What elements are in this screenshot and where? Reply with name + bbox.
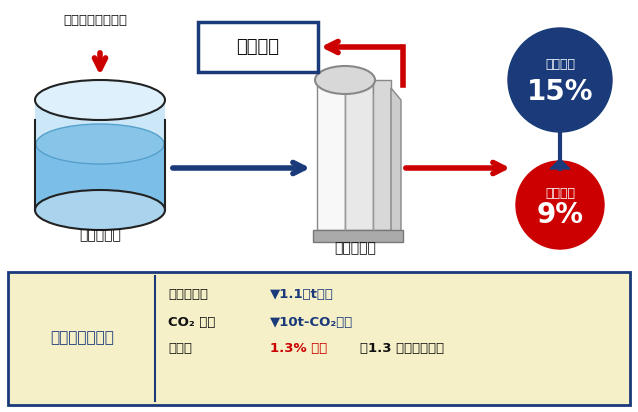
Polygon shape [550, 159, 570, 169]
Bar [373, 80, 391, 230]
Bar [43, 144, 60, 147]
Ellipse shape [315, 66, 375, 94]
Text: CO₂ 削減: CO₂ 削減 [168, 316, 216, 328]
Bar [84, 144, 89, 147]
Ellipse shape [508, 28, 612, 132]
Text: ブロー率: ブロー率 [545, 58, 575, 70]
Bar [51, 144, 66, 147]
Bar [92, 144, 94, 147]
Text: 15%: 15% [527, 78, 593, 106]
Text: 給水加温（證気）: 給水加温（證気） [63, 14, 127, 26]
Text: お客様メリット: お客様メリット [50, 330, 114, 346]
Bar [36, 144, 164, 210]
Polygon shape [391, 88, 401, 238]
Bar [317, 80, 345, 230]
Ellipse shape [35, 80, 165, 120]
Bar [198, 22, 318, 72]
Bar [313, 230, 403, 242]
Text: （1.3 百万円／年）: （1.3 百万円／年） [360, 342, 444, 356]
Text: 給水タンク: 給水タンク [79, 228, 121, 242]
Bar [345, 80, 373, 230]
Bar [59, 144, 71, 147]
Text: ブロー率: ブロー率 [545, 187, 575, 199]
Text: 9%: 9% [537, 201, 584, 229]
Text: 1.3% 削減: 1.3% 削減 [270, 342, 327, 356]
Text: ▼10t-CO₂／年: ▼10t-CO₂／年 [270, 316, 353, 328]
Ellipse shape [516, 161, 604, 249]
Ellipse shape [36, 124, 164, 164]
Ellipse shape [35, 190, 165, 230]
Text: ▼1.1千t／年: ▼1.1千t／年 [270, 288, 334, 302]
Bar [8, 272, 630, 405]
Text: 燃料費: 燃料費 [168, 342, 192, 356]
Text: ボイラ設備: ボイラ設備 [334, 241, 376, 255]
Bar [35, 144, 54, 147]
Bar [76, 144, 83, 147]
Bar [35, 100, 165, 210]
Text: 證気供給: 證気供給 [237, 38, 279, 56]
Text: ブロー削減: ブロー削減 [168, 288, 208, 302]
Bar [68, 144, 77, 147]
